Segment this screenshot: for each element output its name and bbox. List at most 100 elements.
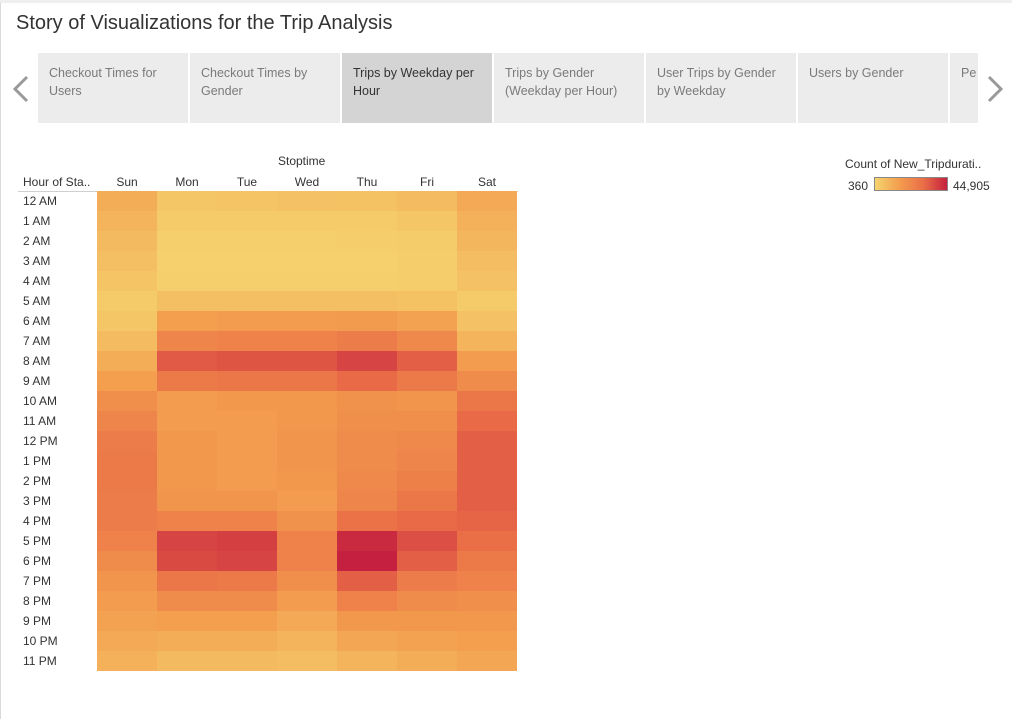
heatmap-cell[interactable]	[217, 411, 277, 431]
heatmap-cell[interactable]	[457, 611, 517, 631]
heatmap-cell[interactable]	[217, 431, 277, 451]
heatmap-cell[interactable]	[277, 271, 337, 291]
heatmap-cell[interactable]	[217, 391, 277, 411]
heatmap-cell[interactable]	[337, 311, 397, 331]
heatmap-cell[interactable]	[217, 451, 277, 471]
heatmap-cell[interactable]	[217, 231, 277, 251]
heatmap-cell[interactable]	[277, 491, 337, 511]
heatmap-cell[interactable]	[157, 251, 217, 271]
heatmap-cell[interactable]	[217, 331, 277, 351]
tab-checkout-times-by-gender[interactable]: Checkout Times by Gender	[190, 53, 340, 123]
heatmap-cell[interactable]	[397, 571, 457, 591]
heatmap-cell[interactable]	[97, 331, 157, 351]
heatmap-cell[interactable]	[397, 591, 457, 611]
heatmap-cell[interactable]	[337, 231, 397, 251]
heatmap-cell[interactable]	[277, 571, 337, 591]
heatmap-cell[interactable]	[337, 551, 397, 571]
heatmap-cell[interactable]	[457, 351, 517, 371]
legend-title[interactable]: Count of New_Tripdurati..	[845, 157, 982, 171]
heatmap-cell[interactable]	[217, 531, 277, 551]
heatmap-cell[interactable]	[157, 571, 217, 591]
heatmap-cell[interactable]	[157, 391, 217, 411]
heatmap-cell[interactable]	[277, 211, 337, 231]
heatmap-cell[interactable]	[157, 411, 217, 431]
heatmap-cell[interactable]	[457, 451, 517, 471]
next-story-point-button[interactable]	[984, 72, 1006, 106]
heatmap-cell[interactable]	[97, 651, 157, 671]
heatmap-cell[interactable]	[277, 291, 337, 311]
heatmap-cell[interactable]	[457, 311, 517, 331]
heatmap-cell[interactable]	[277, 231, 337, 251]
heatmap-cell[interactable]	[277, 631, 337, 651]
heatmap-cell[interactable]	[157, 271, 217, 291]
heatmap-cell[interactable]	[397, 531, 457, 551]
heatmap-cell[interactable]	[337, 431, 397, 451]
heatmap-cell[interactable]	[97, 271, 157, 291]
heatmap-cell[interactable]	[397, 471, 457, 491]
heatmap-cell[interactable]	[277, 611, 337, 631]
heatmap-cell[interactable]	[337, 331, 397, 351]
heatmap-cell[interactable]	[277, 511, 337, 531]
heatmap-cell[interactable]	[157, 331, 217, 351]
heatmap-cell[interactable]	[277, 471, 337, 491]
heatmap-cell[interactable]	[457, 511, 517, 531]
heatmap-cell[interactable]	[97, 611, 157, 631]
heatmap-cell[interactable]	[397, 271, 457, 291]
heatmap-cell[interactable]	[397, 391, 457, 411]
heatmap-cell[interactable]	[397, 511, 457, 531]
heatmap-cell[interactable]	[397, 211, 457, 231]
heatmap-cell[interactable]	[217, 631, 277, 651]
heatmap-cell[interactable]	[277, 351, 337, 371]
heatmap-cell[interactable]	[217, 371, 277, 391]
heatmap-cell[interactable]	[397, 491, 457, 511]
heatmap-cell[interactable]	[397, 651, 457, 671]
heatmap-cell[interactable]	[277, 251, 337, 271]
heatmap-cell[interactable]	[337, 291, 397, 311]
heatmap-cell[interactable]	[397, 331, 457, 351]
heatmap-cell[interactable]	[217, 591, 277, 611]
heatmap-cell[interactable]	[277, 551, 337, 571]
heatmap-cell[interactable]	[157, 311, 217, 331]
heatmap-cell[interactable]	[277, 451, 337, 471]
heatmap-cell[interactable]	[157, 351, 217, 371]
heatmap-cell[interactable]	[337, 211, 397, 231]
heatmap-cell[interactable]	[97, 191, 157, 211]
heatmap-cell[interactable]	[217, 351, 277, 371]
heatmap-cell[interactable]	[277, 371, 337, 391]
heatmap-cell[interactable]	[157, 191, 217, 211]
heatmap-cell[interactable]	[157, 511, 217, 531]
heatmap-cell[interactable]	[457, 631, 517, 651]
heatmap-cell[interactable]	[397, 451, 457, 471]
tab-users-by-gender[interactable]: Users by Gender	[798, 53, 948, 123]
heatmap-cell[interactable]	[157, 491, 217, 511]
heatmap-cell[interactable]	[337, 491, 397, 511]
heatmap-cell[interactable]	[457, 191, 517, 211]
heatmap-cell[interactable]	[97, 231, 157, 251]
heatmap-cell[interactable]	[457, 251, 517, 271]
heatmap-cell[interactable]	[337, 251, 397, 271]
heatmap-cell[interactable]	[337, 371, 397, 391]
heatmap-cell[interactable]	[97, 251, 157, 271]
heatmap-cell[interactable]	[157, 611, 217, 631]
heatmap-cell[interactable]	[337, 391, 397, 411]
heatmap-cell[interactable]	[97, 391, 157, 411]
heatmap-cell[interactable]	[97, 471, 157, 491]
heatmap-cell[interactable]	[457, 651, 517, 671]
heatmap-cell[interactable]	[277, 191, 337, 211]
heatmap-cell[interactable]	[277, 531, 337, 551]
heatmap-cell[interactable]	[157, 651, 217, 671]
heatmap-cell[interactable]	[397, 191, 457, 211]
heatmap-cell[interactable]	[157, 291, 217, 311]
heatmap-cell[interactable]	[457, 391, 517, 411]
heatmap-cell[interactable]	[217, 211, 277, 231]
heatmap-cell[interactable]	[397, 631, 457, 651]
heatmap-cell[interactable]	[157, 551, 217, 571]
heatmap-cell[interactable]	[337, 631, 397, 651]
heatmap-cell[interactable]	[217, 251, 277, 271]
heatmap-cell[interactable]	[217, 651, 277, 671]
heatmap-cell[interactable]	[397, 351, 457, 371]
heatmap-cell[interactable]	[457, 431, 517, 451]
heatmap-cell[interactable]	[97, 551, 157, 571]
heatmap-cell[interactable]	[397, 371, 457, 391]
heatmap-cell[interactable]	[97, 431, 157, 451]
